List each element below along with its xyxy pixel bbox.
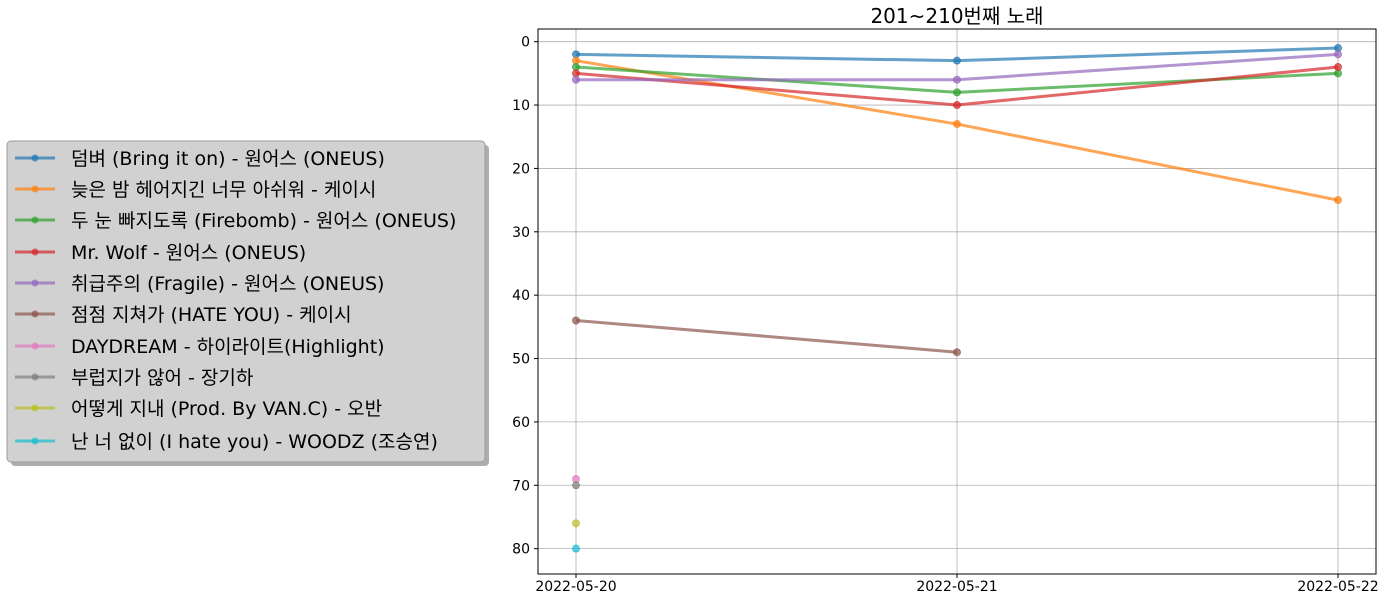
legend-swatch-marker xyxy=(31,437,39,445)
x-axis: 2022-05-20 2022-05-21 2022-05-22 xyxy=(535,574,1379,595)
data-point xyxy=(1334,50,1342,59)
data-point xyxy=(953,120,961,129)
data-point xyxy=(1334,196,1342,205)
legend-swatch-marker xyxy=(31,310,39,318)
series-7 xyxy=(572,481,580,490)
legend-swatch-marker xyxy=(31,154,39,162)
data-point xyxy=(572,316,580,325)
legend-box xyxy=(6,140,486,463)
legend-entry: 두 눈 빠지도록 (Firebomb) - 원어스 (ONEUS) xyxy=(15,210,456,232)
series-line xyxy=(575,319,958,354)
legend-entry: Mr. Wolf - 원어스 (ONEUS) xyxy=(15,242,306,264)
y-axis: 0 10 20 30 40 50 60 70 80 xyxy=(512,35,538,558)
legend-swatch-marker xyxy=(31,248,39,256)
data-point xyxy=(953,56,961,65)
legend-label: 어떻게 지내 (Prod. By VAN.C) - 오반 xyxy=(71,398,382,420)
legend-entry: 점점 지쳐가 (HATE YOU) - 케이시 xyxy=(15,304,352,326)
legend-swatch-marker xyxy=(31,342,39,350)
data-point xyxy=(953,88,961,97)
y-tick-label: 60 xyxy=(512,415,530,431)
series-9 xyxy=(572,544,580,553)
data-point xyxy=(572,481,580,490)
x-tick-label: 2022-05-20 xyxy=(535,579,616,595)
data-point xyxy=(572,544,580,553)
data-point xyxy=(572,75,580,84)
series-4 xyxy=(572,50,1342,84)
y-tick-label: 40 xyxy=(512,288,530,304)
legend-entry: 어떻게 지내 (Prod. By VAN.C) - 오반 xyxy=(15,398,382,420)
series-1 xyxy=(572,56,1342,205)
legend-entry: 취급주의 (Fragile) - 원어스 (ONEUS) xyxy=(15,273,384,295)
legend-label: 부럽지가 않어 - 장기하 xyxy=(71,367,253,389)
chart-title: 201~210번째 노래 xyxy=(870,4,1043,28)
y-tick-label: 10 xyxy=(512,98,530,114)
series-8 xyxy=(572,519,580,528)
data-point xyxy=(953,101,961,110)
legend-swatch-marker xyxy=(31,185,39,193)
legend-entry: 덤벼 (Bring it on) - 원어스 (ONEUS) xyxy=(15,148,385,170)
legend-label: 두 눈 빠지도록 (Firebomb) - 원어스 (ONEUS) xyxy=(71,210,456,232)
y-tick-label: 80 xyxy=(512,542,530,558)
legend-label: DAYDREAM - 하이라이트(Highlight) xyxy=(71,336,385,358)
legend-label: 점점 지쳐가 (HATE YOU) - 케이시 xyxy=(71,304,352,326)
data-point xyxy=(572,519,580,528)
legend-label: Mr. Wolf - 원어스 (ONEUS) xyxy=(71,242,306,264)
legend-swatch-marker xyxy=(31,279,39,287)
y-tick-label: 70 xyxy=(512,478,530,494)
legend-label: 늦은 밤 헤어지긴 너무 아쉬워 - 케이시 xyxy=(71,179,376,201)
y-tick-label: 30 xyxy=(512,225,530,241)
legend-swatch-marker xyxy=(31,404,39,412)
y-tick-label: 50 xyxy=(512,352,530,368)
legend-label: 덤벼 (Bring it on) - 원어스 (ONEUS) xyxy=(71,148,385,170)
data-point xyxy=(1334,63,1342,72)
legend-swatch-marker xyxy=(31,216,39,224)
series-0 xyxy=(572,44,1342,65)
series-5 xyxy=(572,316,961,357)
y-tick-label: 0 xyxy=(521,35,530,51)
data-point xyxy=(953,348,961,357)
legend-label: 난 너 없이 (I hate you) - WOODZ (조승연) xyxy=(71,431,438,453)
legend-entry: 늦은 밤 헤어지긴 너무 아쉬워 - 케이시 xyxy=(15,179,376,201)
y-tick-label: 20 xyxy=(512,161,530,177)
x-tick-label: 2022-05-22 xyxy=(1297,579,1378,595)
x-tick-label: 2022-05-21 xyxy=(916,579,997,595)
legend-entry: 난 너 없이 (I hate you) - WOODZ (조승연) xyxy=(15,431,438,453)
legend-entry: 부럽지가 않어 - 장기하 xyxy=(15,367,253,389)
series-3 xyxy=(572,63,1342,110)
legend-label: 취급주의 (Fragile) - 원어스 (ONEUS) xyxy=(71,273,384,295)
series-group xyxy=(572,44,1342,553)
grid xyxy=(538,29,1376,574)
legend-entry: DAYDREAM - 하이라이트(Highlight) xyxy=(15,336,385,358)
data-point xyxy=(953,75,961,84)
legend-swatch-marker xyxy=(31,373,39,381)
legend: 덤벼 (Bring it on) - 원어스 (ONEUS) 늦은 밤 헤어지긴 … xyxy=(6,140,489,466)
